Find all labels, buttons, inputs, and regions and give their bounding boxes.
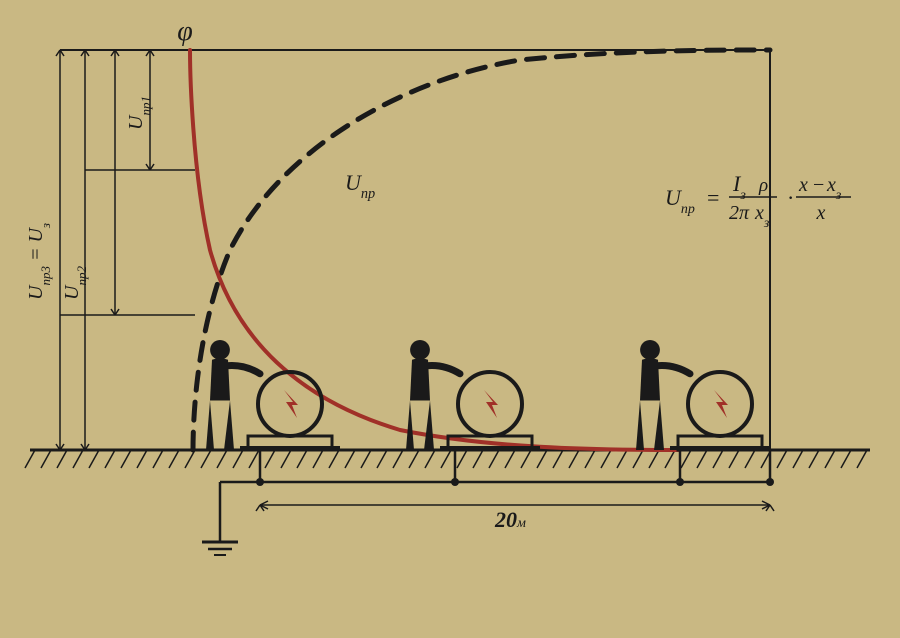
background bbox=[0, 0, 900, 638]
svg-text:x: x bbox=[816, 202, 826, 224]
svg-text:x: x bbox=[798, 174, 808, 196]
svg-text:ρ: ρ bbox=[758, 175, 768, 196]
svg-text:=: = bbox=[707, 185, 719, 210]
svg-text:2π: 2π bbox=[729, 202, 750, 224]
svg-text:−: − bbox=[813, 174, 824, 196]
svg-text:·: · bbox=[787, 185, 794, 210]
phi-label: φ bbox=[177, 16, 193, 47]
